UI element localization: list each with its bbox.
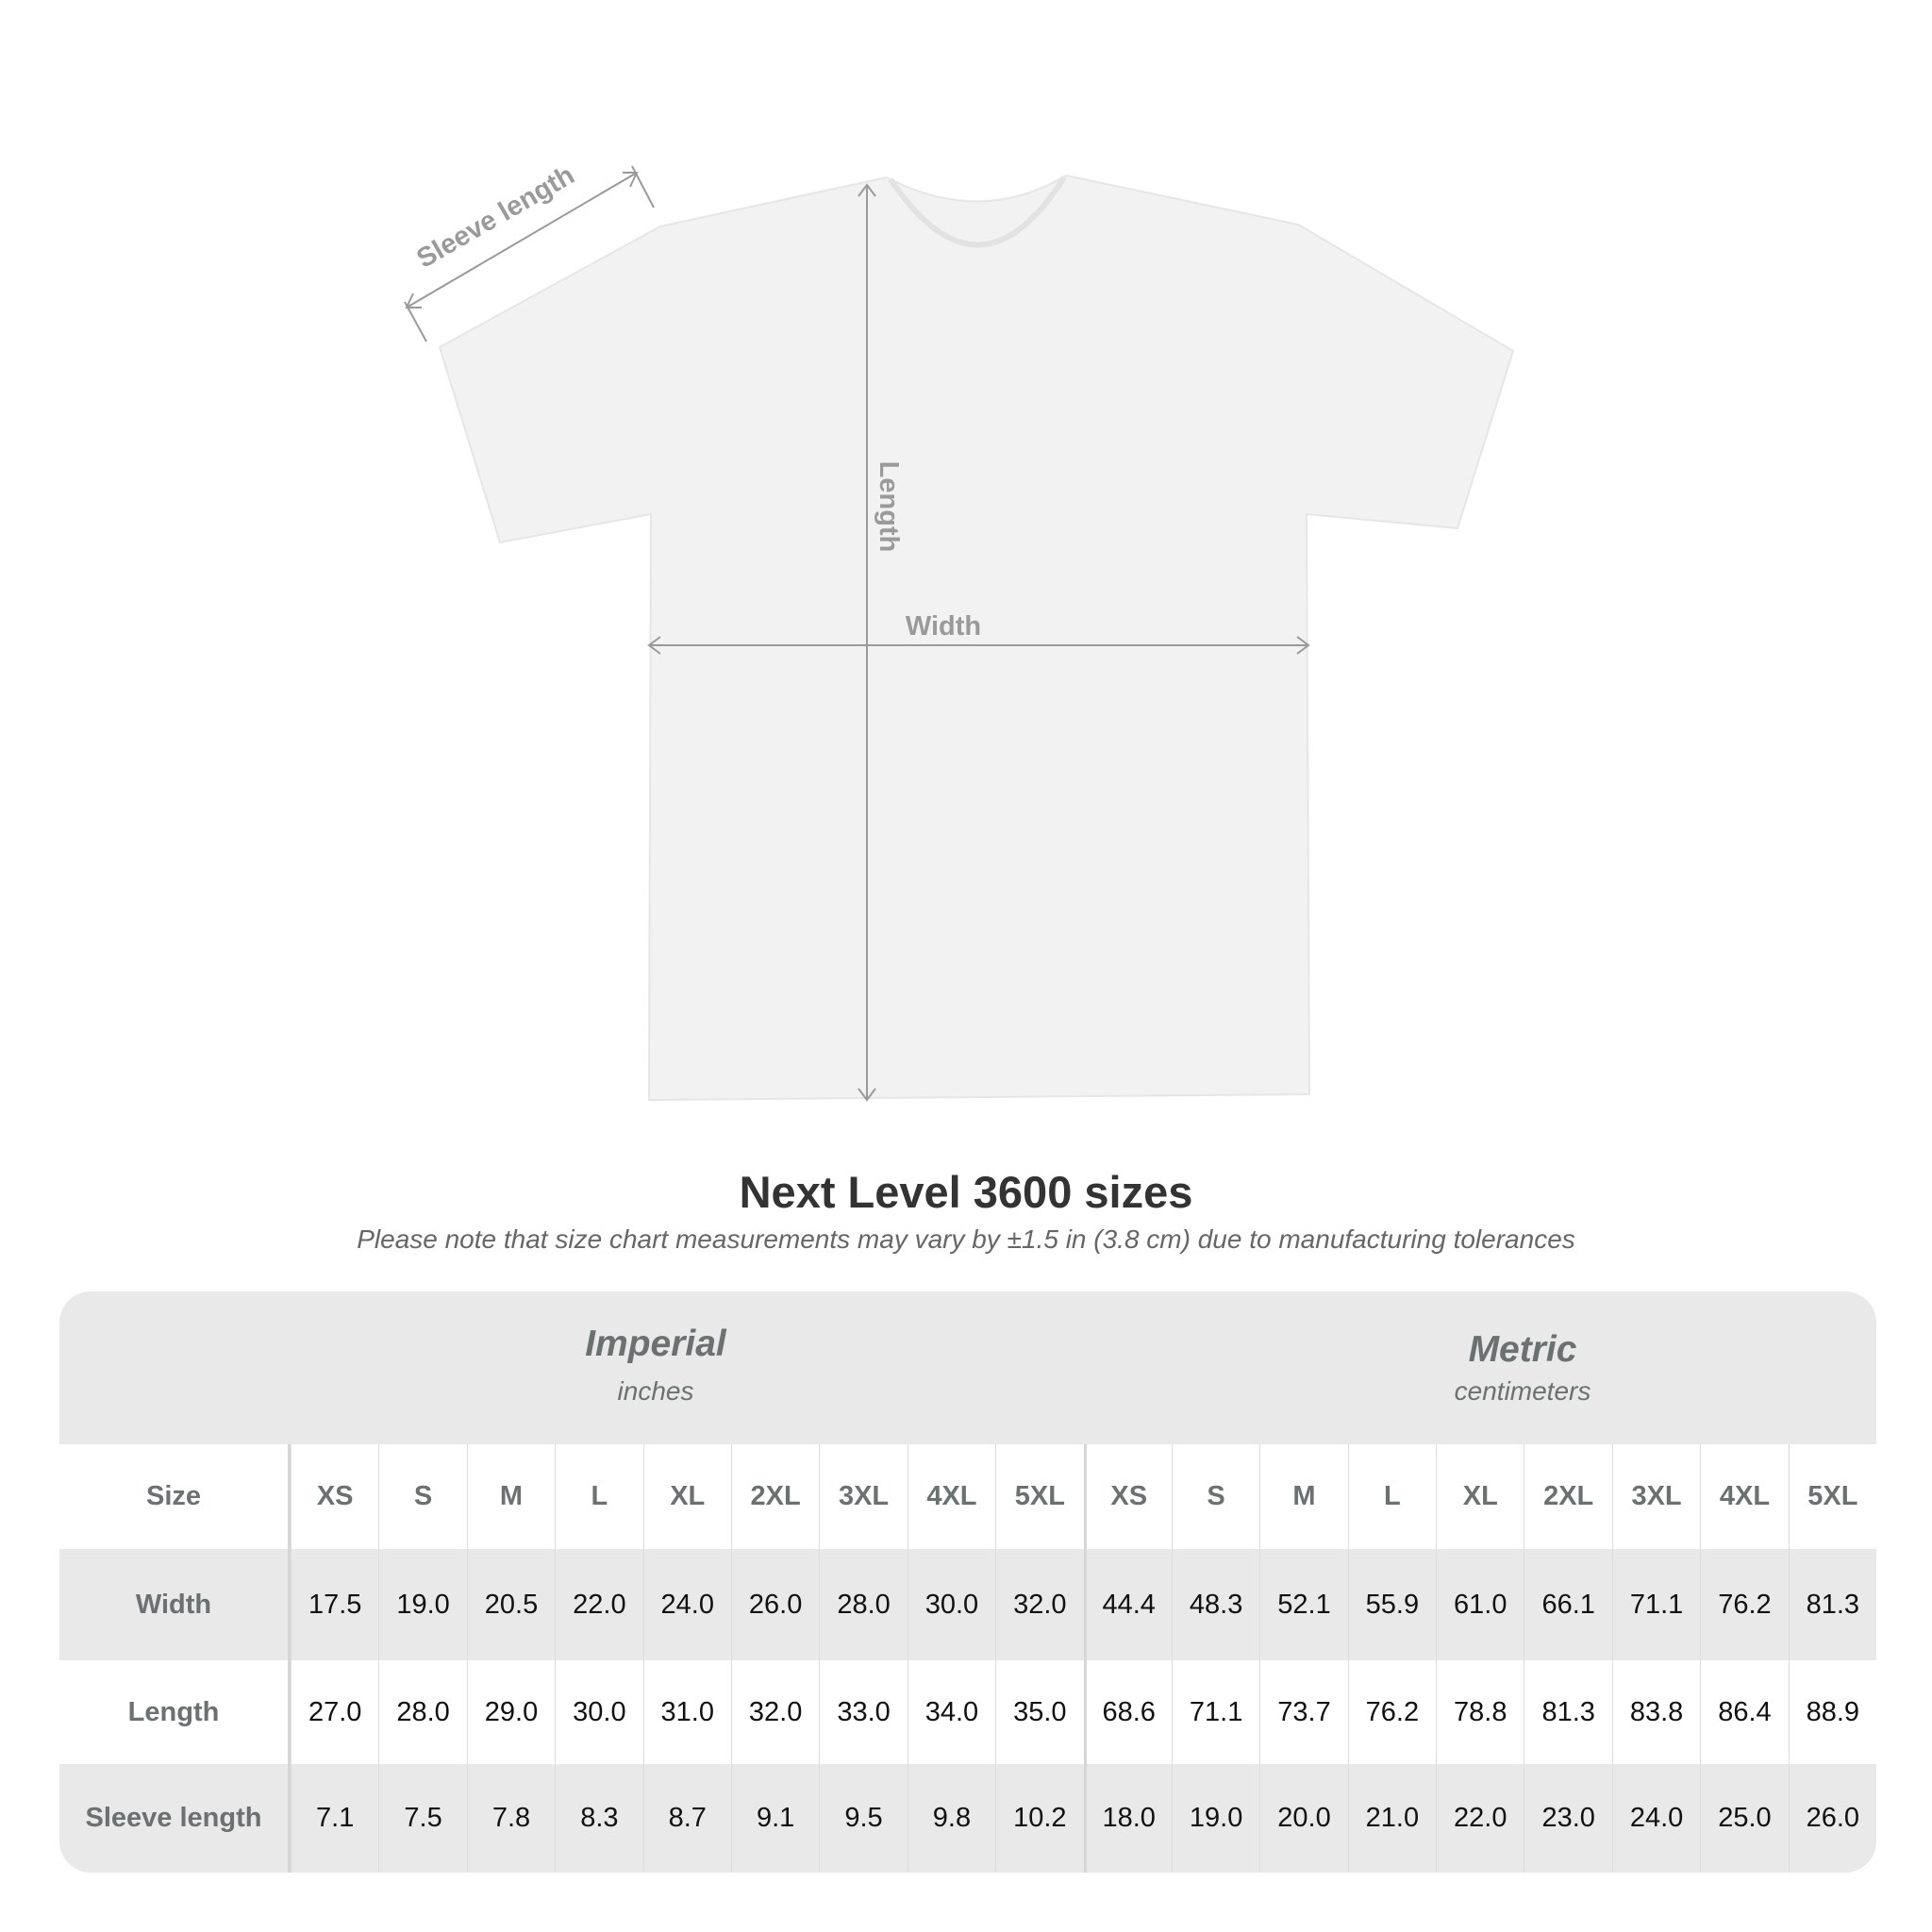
row-label: Sleeve length xyxy=(59,1764,291,1873)
metric-value-cell: 26.0 xyxy=(1788,1764,1876,1873)
size-header: L xyxy=(1347,1444,1436,1549)
imperial-value-cell: 8.7 xyxy=(642,1764,731,1873)
sleeve-arrow xyxy=(406,172,638,308)
table-row: Length 27.0 28.0 29.0 30.0 31.0 32.0 33.0 34.0 35… xyxy=(59,1660,1876,1764)
metric-value-cell: 66.1 xyxy=(1524,1549,1611,1660)
metric-value-cell: 71.1 xyxy=(1611,1549,1700,1660)
size-header: XS xyxy=(291,1444,378,1549)
metric-header: Metric centimeters xyxy=(1240,1329,1806,1407)
size-header: 3XL xyxy=(819,1444,907,1549)
imperial-value-cell: 9.8 xyxy=(907,1764,995,1873)
row-label: Length xyxy=(59,1660,291,1764)
metric-value-cell: 23.0 xyxy=(1524,1764,1611,1873)
size-header: S xyxy=(1171,1444,1259,1549)
size-chart-table: Imperial inches Metric centimeters Size X… xyxy=(59,1291,1876,1873)
width-label: Width xyxy=(906,611,981,641)
imperial-value-cell: 28.0 xyxy=(819,1549,907,1660)
size-header: XL xyxy=(1436,1444,1524,1549)
metric-value-cell: 73.7 xyxy=(1259,1660,1347,1764)
size-header: 2XL xyxy=(1524,1444,1611,1549)
metric-value-cell: 18.0 xyxy=(1083,1764,1172,1873)
imperial-header: Imperial inches xyxy=(373,1324,939,1407)
metric-value-cell: 19.0 xyxy=(1171,1764,1259,1873)
table-row: Width 17.5 19.0 20.5 22.0 24.0 26.0 28.0 30.0 32.… xyxy=(59,1549,1876,1660)
size-header: S xyxy=(378,1444,466,1549)
size-header: 2XL xyxy=(730,1444,819,1549)
metric-value-cell: 22.0 xyxy=(1436,1764,1524,1873)
metric-value-cell: 78.8 xyxy=(1436,1660,1524,1764)
size-header: M xyxy=(466,1444,555,1549)
size-header: 4XL xyxy=(1700,1444,1788,1549)
imperial-title: Imperial xyxy=(585,1324,726,1364)
metric-value-cell: 44.4 xyxy=(1083,1549,1172,1660)
imperial-value-cell: 8.3 xyxy=(555,1764,642,1873)
size-header: 4XL xyxy=(907,1444,995,1549)
page-title: Next Level 3600 sizes xyxy=(739,1167,1193,1217)
tshirt-shape xyxy=(438,174,1515,1102)
imperial-value-cell: 28.0 xyxy=(378,1660,466,1764)
imperial-value-cell: 10.2 xyxy=(995,1764,1083,1873)
imperial-value-cell: 27.0 xyxy=(291,1660,378,1764)
metric-value-cell: 61.0 xyxy=(1436,1549,1524,1660)
metric-value-cell: 81.3 xyxy=(1524,1660,1611,1764)
metric-value-cell: 52.1 xyxy=(1259,1549,1347,1660)
metric-unit: centimeters xyxy=(1454,1376,1591,1406)
imperial-value-cell: 30.0 xyxy=(907,1549,995,1660)
imperial-value-cell: 32.0 xyxy=(730,1660,819,1764)
table-header-band: Imperial inches Metric centimeters xyxy=(59,1291,1876,1444)
metric-title: Metric xyxy=(1468,1329,1577,1370)
metric-value-cell: 76.2 xyxy=(1700,1549,1788,1660)
imperial-value-cell: 26.0 xyxy=(730,1549,819,1660)
metric-value-cell: 68.6 xyxy=(1083,1660,1172,1764)
size-header: 3XL xyxy=(1611,1444,1700,1549)
size-header: XS xyxy=(1083,1444,1172,1549)
imperial-value-cell: 22.0 xyxy=(555,1549,642,1660)
size-header: 5XL xyxy=(995,1444,1083,1549)
table-row: Sleeve length 7.1 7.5 7.8 8.3 8.7 9.1 9.5 9.8 10.… xyxy=(59,1764,1876,1873)
imperial-value-cell: 31.0 xyxy=(642,1660,731,1764)
imperial-value-cell: 7.1 xyxy=(291,1764,378,1873)
imperial-value-cell: 9.5 xyxy=(819,1764,907,1873)
size-header: M xyxy=(1259,1444,1347,1549)
metric-value-cell: 25.0 xyxy=(1700,1764,1788,1873)
metric-value-cell: 55.9 xyxy=(1347,1549,1436,1660)
size-header: 5XL xyxy=(1788,1444,1876,1549)
metric-value-cell: 20.0 xyxy=(1259,1764,1347,1873)
row-label: Width xyxy=(59,1549,291,1660)
size-header: XL xyxy=(642,1444,731,1549)
metric-value-cell: 76.2 xyxy=(1347,1660,1436,1764)
imperial-value-cell: 30.0 xyxy=(555,1660,642,1764)
imperial-value-cell: 19.0 xyxy=(378,1549,466,1660)
row-label: Size xyxy=(59,1444,291,1549)
imperial-value-cell: 7.8 xyxy=(466,1764,555,1873)
metric-value-cell: 81.3 xyxy=(1788,1549,1876,1660)
size-header: L xyxy=(555,1444,642,1549)
imperial-value-cell: 29.0 xyxy=(466,1660,555,1764)
metric-value-cell: 88.9 xyxy=(1788,1660,1876,1764)
metric-value-cell: 21.0 xyxy=(1347,1764,1436,1873)
imperial-value-cell: 9.1 xyxy=(730,1764,819,1873)
imperial-value-cell: 35.0 xyxy=(995,1660,1083,1764)
metric-value-cell: 71.1 xyxy=(1171,1660,1259,1764)
imperial-value-cell: 33.0 xyxy=(819,1660,907,1764)
imperial-value-cell: 24.0 xyxy=(642,1549,731,1660)
imperial-unit: inches xyxy=(617,1376,694,1406)
size-header-row: Size XS S M L XL 2XL 3XL 4XL 5XL XS S M L XL 2XL 3XL 4XL 5… xyxy=(59,1444,1876,1549)
imperial-value-cell: 34.0 xyxy=(907,1660,995,1764)
metric-value-cell: 48.3 xyxy=(1171,1549,1259,1660)
metric-value-cell: 24.0 xyxy=(1611,1764,1700,1873)
metric-value-cell: 86.4 xyxy=(1700,1660,1788,1764)
imperial-value-cell: 32.0 xyxy=(995,1549,1083,1660)
tshirt-diagram: Width Length Sleeve length xyxy=(404,160,1515,1102)
imperial-value-cell: 17.5 xyxy=(291,1549,378,1660)
length-label: Length xyxy=(874,461,904,553)
imperial-value-cell: 7.5 xyxy=(378,1764,466,1873)
sleeve-length-label: Sleeve length xyxy=(412,160,580,275)
metric-value-cell: 83.8 xyxy=(1611,1660,1700,1764)
imperial-value-cell: 20.5 xyxy=(466,1549,555,1660)
tolerance-note: Please note that size chart measurements… xyxy=(357,1224,1575,1254)
